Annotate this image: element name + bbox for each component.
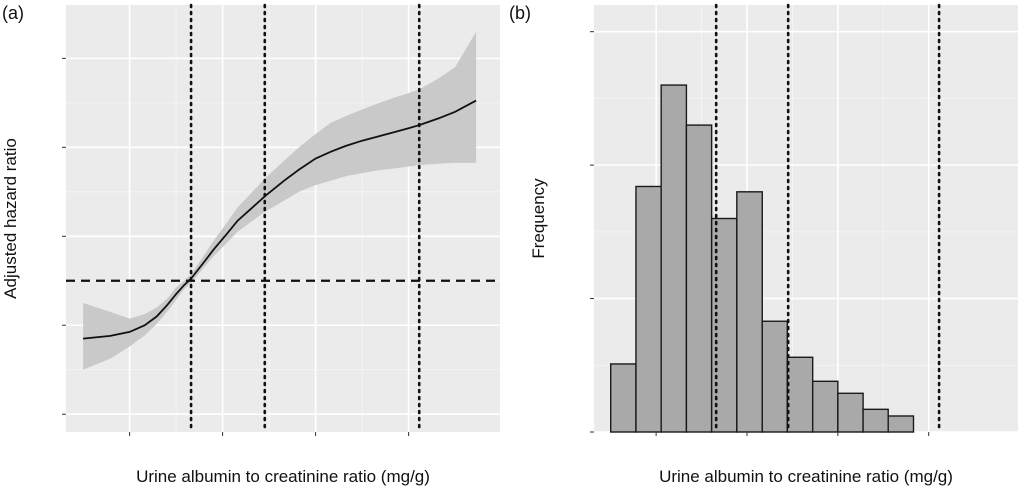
panel-a-cutoff-lines <box>189 3 421 434</box>
panel-a-y-tick-labels <box>62 57 66 415</box>
panel-a-y-axis-title: Adjusted hazard ratio <box>1 138 20 299</box>
histogram-bars <box>610 84 915 433</box>
histogram-bar <box>660 84 688 433</box>
panel-b-label: (b) <box>509 3 531 23</box>
histogram-bar <box>761 320 789 433</box>
histogram-bar <box>811 380 839 433</box>
panel-a-background <box>66 5 500 432</box>
panel-b: (b) Urine albumin to creatinine ratio (m… <box>509 3 1018 486</box>
histogram-bar <box>837 392 864 433</box>
panel-b-y-axis-title: Frequency <box>529 178 548 259</box>
histogram-bar <box>635 185 662 433</box>
panel-b-cutoff-lines <box>714 3 941 434</box>
panel-a: (a) Urine albumin to creatinine ratio (m… <box>1 3 500 486</box>
panel-b-y-tick-labels <box>590 31 594 433</box>
hazard-ratio-line <box>83 99 477 340</box>
histogram-bar <box>610 363 637 433</box>
confidence-band <box>83 31 477 370</box>
histogram-bar <box>862 408 889 433</box>
histogram-bar <box>887 415 915 433</box>
panel-a-x-tick-labels <box>129 432 410 436</box>
panel-b-x-tick-labels <box>655 432 930 436</box>
panel-b-x-axis-title: Urine albumin to creatinine ratio (mg/g) <box>659 467 953 486</box>
histogram-bar <box>786 356 814 433</box>
panel-a-label: (a) <box>2 3 24 23</box>
histogram-bar <box>685 124 713 433</box>
panel-a-x-axis-title: Urine albumin to creatinine ratio (mg/g) <box>136 467 430 486</box>
histogram-bar <box>736 191 763 433</box>
panel-a-gridlines <box>66 5 500 432</box>
